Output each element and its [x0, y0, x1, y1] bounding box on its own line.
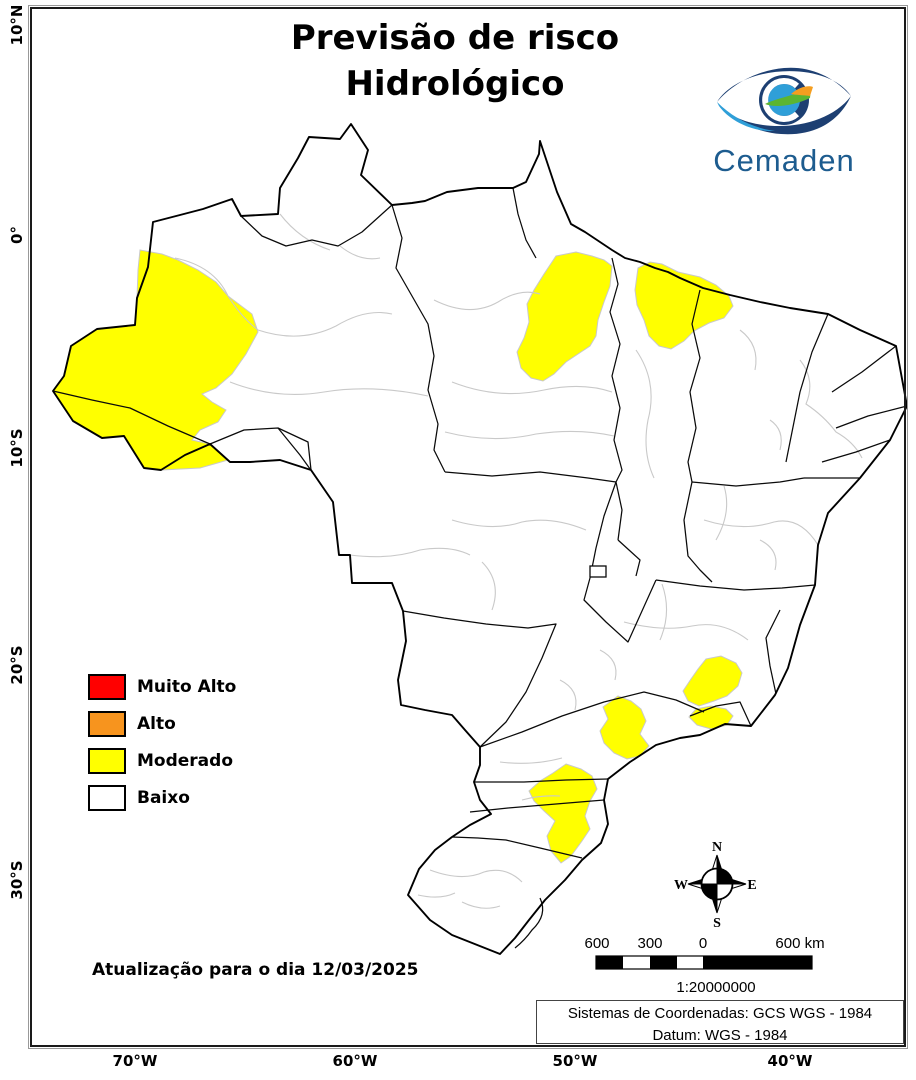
- lat-label-20s: 20°S: [8, 645, 26, 684]
- map-title-line2: Hidrológico: [345, 63, 565, 104]
- coordinate-system-line1: Sistemas de Coordenadas: GCS WGS - 1984: [567, 1005, 873, 1022]
- compass-east-label: E: [747, 878, 756, 893]
- coordinate-system-line2: Datum: WGS - 1984: [652, 1027, 788, 1045]
- lon-label-50w: 50°W: [553, 1052, 598, 1070]
- compass-south-label: S: [713, 916, 721, 931]
- update-date-note: Atualização para o dia 12/03/2025: [92, 960, 419, 980]
- cemaden-logo: Cemaden: [660, 56, 908, 179]
- brazil-landmass: [53, 124, 907, 954]
- legend-label-alto: Alto: [137, 714, 176, 734]
- lon-label-70w: 70°W: [113, 1052, 158, 1070]
- scale-label-600-left: 600: [584, 935, 609, 952]
- legend-swatch-alto: [88, 711, 126, 737]
- lat-label-10s: 10°S: [8, 428, 26, 467]
- moderate-region-north-para-west: [516, 251, 613, 382]
- legend-item-muito-alto: Muito Alto: [88, 674, 236, 700]
- scale-label-300: 300: [637, 935, 662, 952]
- subregion-borders: [174, 213, 863, 909]
- scale-ratio: 1:20000000: [676, 979, 755, 996]
- lat-label-10n: 10°N: [8, 5, 26, 46]
- legend-item-baixo: Baixo: [88, 785, 236, 811]
- longitude-labels: 70°W 60°W 50°W 40°W: [113, 1052, 813, 1070]
- legend-label-moderado: Moderado: [137, 751, 233, 771]
- state-borders: [52, 187, 908, 949]
- latitude-labels: 10°N 0° 10°S 20°S 30°S: [8, 5, 26, 900]
- cemaden-eye-icon: [717, 67, 851, 135]
- federal-district: [589, 565, 607, 578]
- scale-bar: [595, 955, 813, 970]
- legend-item-moderado: Moderado: [88, 748, 236, 774]
- moderate-region-santa-catarina: [528, 763, 598, 864]
- scale-label-0: 0: [699, 935, 707, 952]
- map-title-line1: Previsão de risco: [290, 18, 620, 58]
- map-frame-outer: [28, 5, 908, 1049]
- lat-label-30s: 30°S: [8, 860, 26, 899]
- brazil-outline: [52, 123, 908, 955]
- cemaden-logo-text: Cemaden: [713, 143, 855, 178]
- moderate-region-minas-rio-border: [682, 655, 743, 707]
- lon-label-40w: 40°W: [768, 1052, 813, 1070]
- moderate-region-north-para-east: [634, 261, 734, 350]
- lat-label-0: 0°: [8, 226, 26, 244]
- legend-label-baixo: Baixo: [137, 788, 190, 808]
- moderate-region-sao-paulo-coast: [599, 695, 650, 760]
- scale-label-600km: 600 km: [775, 935, 824, 952]
- legend-item-alto: Alto: [88, 711, 236, 737]
- legend-swatch-moderado: [88, 748, 126, 774]
- coordinate-system-box: Sistemas de Coordenadas: GCS WGS - 1984 …: [536, 1000, 904, 1044]
- compass-rose-icon: [687, 854, 747, 914]
- map-title: Previsão de risco Hidrológico: [225, 16, 685, 108]
- map-frame: [30, 7, 906, 1047]
- legend-swatch-baixo: [88, 785, 126, 811]
- risk-legend: Muito Alto Alto Moderado Baixo: [88, 674, 236, 822]
- compass-north-label: N: [712, 840, 722, 855]
- legend-label-muito-alto: Muito Alto: [137, 677, 237, 697]
- compass-west-label: W: [674, 878, 688, 893]
- lon-label-60w: 60°W: [333, 1052, 378, 1070]
- legend-swatch-muito-alto: [88, 674, 126, 700]
